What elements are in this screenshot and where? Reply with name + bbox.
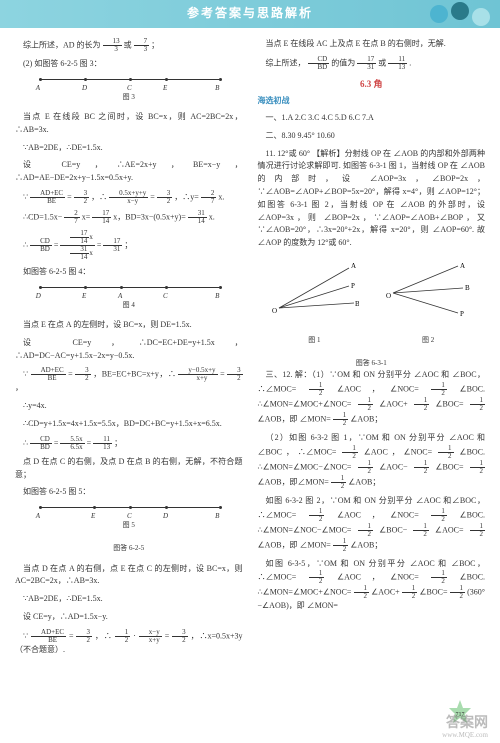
angle-diagram-2: A B P O	[383, 258, 473, 318]
text-line: 如图答 6-2-5 图 5：	[15, 486, 243, 499]
text-line: 点 D 在点 C 的右侧，及点 D 在点 B 的右侧，无解，不符合题意；	[15, 456, 243, 482]
section-heading: 6.3 角	[258, 77, 486, 91]
text-line: ∵ AD+ECBE = 32 ，∴ 12 · x−yx+y = 32 ，∴x=0…	[15, 629, 243, 657]
text-line: 如图 6-3-5，∵OM 和 ON 分别平分 ∠AOC 和 ∠BOC，∴∠MOC…	[258, 558, 486, 614]
left-column: 综上所述，AD 的长为 133 或 73 ； (2) 如图答 6-2-5 图 3…	[15, 38, 243, 661]
text-line: 当点 E 在线段 AC 上及点 E 在点 B 的右侧时，无解.	[258, 38, 486, 51]
svg-text:B: B	[355, 300, 359, 308]
svg-text:O: O	[386, 292, 391, 300]
svg-text:P: P	[351, 282, 355, 290]
watermark-site: www.MQE.com	[442, 730, 488, 741]
angle-figures: A P B O 图 1 A B P O 图 2	[258, 258, 486, 346]
figure-3: A D C E B 图 3	[15, 79, 243, 103]
page-header: 参考答案与思路解析	[0, 0, 500, 28]
right-column: 当点 E 在线段 AC 上及点 E 在点 B 的右侧时，无解. 综上所述， CD…	[258, 38, 486, 661]
svg-text:A: A	[460, 262, 465, 270]
text-line: 如图 6-3-2 图 2，∵OM 和 ON 分别平分 ∠AOC 和∠BOC，∴∠…	[258, 495, 486, 553]
text-line: 二、8.30 9.45° 10.60	[258, 130, 486, 143]
text-line: 当点 E 在点 A 的左侧时，设 BC=x，则 DE=1.5x.	[15, 319, 243, 332]
text-line: 当点 E 在线段 BC 之间时，设 BC=x，则 AC=2BC=2x，∴AB=3…	[15, 111, 243, 137]
angle-diagram-1: A P B O	[269, 258, 359, 318]
text-line: ∵AB=2DE，∴DE=1.5x.	[15, 593, 243, 606]
text-line: ∴ CDBD = 5.5x6.5x = 1113 ；	[15, 436, 243, 451]
text-line: ∴CD=y+1.5x=4x+1.5x=5.5x，BD=DC+BC=y+1.5x+…	[15, 418, 243, 431]
text-line: 设 CE=y，∴AD=1.5x−y.	[15, 611, 243, 624]
text-line: 设 CE=y，∴AE=2x+y，BE=x−y，∴AD=AE−DE=2x+y−1.…	[15, 159, 243, 185]
text-line: ∴y=4x.	[15, 400, 243, 413]
header-title: 参考答案与思路解析	[187, 4, 313, 23]
svg-text:B: B	[465, 284, 470, 292]
text-line: 三、12. 解：（1）∵OM 和 ON 分别平分 ∠AOC 和 ∠BOC，∴∠M…	[258, 369, 486, 427]
text-line: (2) 如图答 6-2-5 图 3：	[15, 58, 243, 71]
content-area: 综上所述，AD 的长为 133 或 73 ； (2) 如图答 6-2-5 图 3…	[0, 28, 500, 701]
text-line: ∵AB=2DE，∴DE=1.5x.	[15, 142, 243, 155]
subsection-heading: 海选初战	[258, 95, 486, 108]
text-line: 一、1.A 2.C 3.C 4.C 5.D 6.C 7.A	[258, 112, 486, 125]
text-line: 设 CE=y，∴DC=EC+DE=y+1.5x，∴AD=DC−AC=y+1.5x…	[15, 337, 243, 363]
text-line: （2）如图 6-3-2 图 1，∵OM 和 ON 分别平分 ∠AOC 和 ∠BO…	[258, 432, 486, 490]
figure-caption: 图答 6-3-1	[258, 358, 486, 369]
text-line: 综上所述， CDBD 的值为 1731 或 1113 .	[258, 56, 486, 71]
figure-5: A E C D B 图 5 图答 6-2-5	[15, 507, 243, 554]
text-line: 如图答 6-2-5 图 4：	[15, 266, 243, 279]
text-line: ∵ AD+ECBE = 32 ，BE=EC+BC=x+y，∴ y−0.5x+yx…	[15, 367, 243, 395]
text-line: ∵ AD+ECBE = 32 ，∴ 0.5x+y+yx−y = 32 ，∴y= …	[15, 190, 243, 205]
svg-text:O: O	[272, 307, 277, 315]
header-decoration	[430, 0, 490, 26]
text-line: 11. 12°或 60° 【解析】分射线 OP 在 ∠AOB 的内部和外部两种情…	[258, 148, 486, 250]
text-line: 当点 D 在点 A 的右侧，点 E 在点 C 的左侧时，设 BC=x，则 AC=…	[15, 563, 243, 589]
text-line: 综上所述，AD 的长为 133 或 73 ；	[15, 38, 243, 53]
text-line: ∴ CDBD = 1714x 3114x = 1731 ；	[15, 230, 243, 261]
svg-text:P: P	[460, 310, 464, 318]
svg-text:A: A	[351, 262, 356, 270]
figure-4: D E A C B 图 4	[15, 287, 243, 311]
text-line: ∴CD=1.5x− 27 x= 1714 x，BD=3x−(0.5x+y)= 3…	[15, 210, 243, 225]
